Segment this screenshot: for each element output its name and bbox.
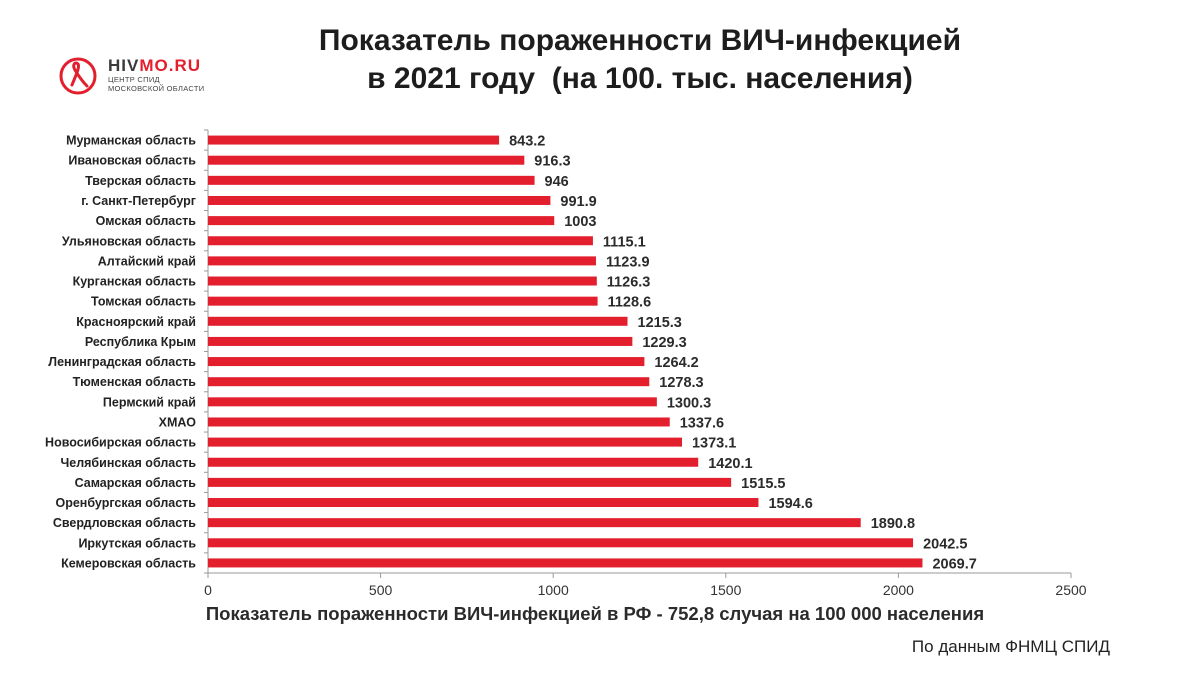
x-tick-label: 1500 xyxy=(710,582,741,598)
data-label: 991.9 xyxy=(560,194,596,210)
data-label: 1264.2 xyxy=(654,355,698,371)
bar xyxy=(208,316,628,326)
data-label: 1300.3 xyxy=(667,395,711,411)
category-label: Тюменская область xyxy=(73,375,197,389)
bar xyxy=(208,276,597,286)
category-label: Омская область xyxy=(96,214,197,228)
bar xyxy=(208,336,633,346)
source-note: По данным ФНМЦ СПИД xyxy=(911,637,1110,656)
data-label: 1229.3 xyxy=(642,335,686,351)
bar xyxy=(208,498,759,508)
bar xyxy=(208,357,645,367)
data-label: 1003 xyxy=(564,214,596,230)
bar xyxy=(208,558,923,568)
category-label: Челябинская область xyxy=(60,456,196,470)
logo-brand-part2: MO.RU xyxy=(139,56,202,75)
bar xyxy=(208,135,500,145)
category-label: Ивановская область xyxy=(68,154,196,168)
bar xyxy=(208,437,682,447)
x-tick-label: 0 xyxy=(204,582,212,598)
category-label: Тверская область xyxy=(85,174,196,188)
category-label: г. Санкт-Петербург xyxy=(81,194,196,208)
data-label: 843.2 xyxy=(509,134,545,150)
category-label: Новосибирская область xyxy=(45,436,196,450)
bar xyxy=(208,457,699,467)
x-tick-label: 2500 xyxy=(1055,582,1086,598)
category-label: Ульяновская область xyxy=(62,234,196,248)
data-label: 916.3 xyxy=(534,154,570,170)
category-label: Мурманская область xyxy=(66,134,196,148)
logo-subtitle-line2: МОСКОВСКОЙ ОБЛАСТИ xyxy=(108,84,205,93)
data-label: 1123.9 xyxy=(606,254,650,270)
bar xyxy=(208,377,650,387)
bar xyxy=(208,175,535,185)
category-label: Иркутская область xyxy=(78,536,196,550)
logo-brand: HIVMO.RU xyxy=(108,57,204,75)
category-label: Оренбургская область xyxy=(55,496,196,510)
logo-text: HIVMO.RU ЦЕНТР СПИД МОСКОВСКОЙ ОБЛАСТИ xyxy=(108,57,205,94)
data-label: 1126.3 xyxy=(607,275,651,291)
x-tick-label: 2000 xyxy=(883,582,914,598)
bar xyxy=(208,256,596,266)
bar xyxy=(208,477,732,487)
footnote: Показатель пораженности ВИЧ-инфекцией в … xyxy=(205,603,985,624)
category-label: Ленинградская область xyxy=(48,355,196,369)
data-label: 1337.6 xyxy=(680,415,724,431)
logo-subtitle-line1: ЦЕНТР СПИД xyxy=(108,75,160,84)
bar xyxy=(208,195,551,205)
red-ribbon-icon xyxy=(59,57,97,95)
bar xyxy=(208,236,593,246)
data-label: 1373.1 xyxy=(692,436,736,452)
category-label: Алтайский край xyxy=(98,254,196,268)
bar xyxy=(208,397,657,407)
category-label: Республика Крым xyxy=(85,335,196,349)
chart-title: Показатель пораженности ВИЧ-инфекцией в … xyxy=(240,22,1040,98)
category-label: Кемеровская область xyxy=(61,556,196,570)
category-label: Самарская область xyxy=(75,476,197,490)
bar xyxy=(208,296,598,306)
category-label: Курганская область xyxy=(73,275,197,289)
data-label: 1420.1 xyxy=(708,456,752,472)
data-label: 1278.3 xyxy=(659,375,703,391)
category-label: Свердловская область xyxy=(53,516,196,530)
bar xyxy=(208,216,555,226)
data-label: 1890.8 xyxy=(871,516,915,532)
bar xyxy=(208,538,914,548)
bar xyxy=(208,417,670,427)
x-tick-label: 1000 xyxy=(538,582,569,598)
data-label: 2069.7 xyxy=(932,556,976,572)
category-label: Пермский край xyxy=(103,395,196,409)
data-label: 1115.1 xyxy=(603,234,646,250)
logo: HIVMO.RU ЦЕНТР СПИД МОСКОВСКОЙ ОБЛАСТИ xyxy=(58,55,248,100)
data-label: 946 xyxy=(545,174,569,190)
logo-brand-part1: HIV xyxy=(108,56,140,75)
chart-title-line1: Показатель пораженности ВИЧ-инфекцией xyxy=(318,24,962,57)
bar xyxy=(208,518,861,528)
category-label: Красноярский край xyxy=(76,315,196,329)
data-label: 1215.3 xyxy=(638,315,682,331)
bar xyxy=(208,155,525,165)
category-label: ХМАО xyxy=(159,415,197,429)
data-label: 1594.6 xyxy=(768,496,812,512)
category-label: Томская область xyxy=(91,295,196,309)
chart-title-line2: в 2021 году (на 100. тыс. населения) xyxy=(367,62,913,95)
data-label: 1515.5 xyxy=(741,476,785,492)
data-label: 1128.6 xyxy=(608,295,652,311)
x-tick-label: 500 xyxy=(369,582,393,598)
data-label: 2042.5 xyxy=(923,536,967,552)
